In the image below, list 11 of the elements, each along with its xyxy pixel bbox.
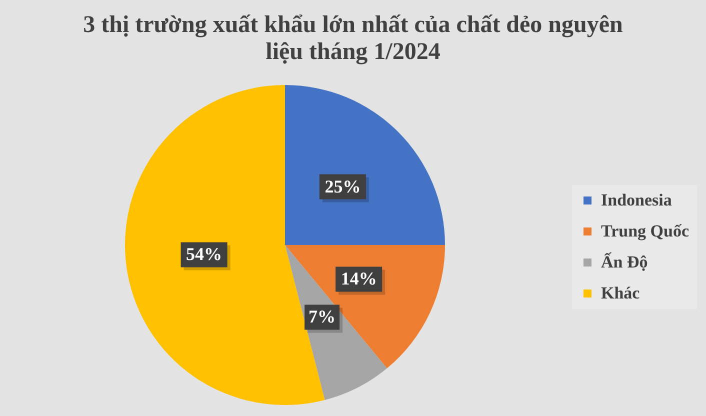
data-label: 7% xyxy=(308,306,336,327)
data-label: 54% xyxy=(186,244,222,264)
legend-label: Indonesia xyxy=(601,190,672,210)
pie-slice xyxy=(285,85,445,245)
legend-label: Trung Quốc xyxy=(601,222,690,240)
data-label: 14% xyxy=(340,268,377,289)
chart-title: 3 thị trường xuất khẩu lớn nhất của chất dẻo nguyên liệu tháng 1/2024 xyxy=(83,12,623,65)
legend-label: Ấn Độ xyxy=(601,252,648,272)
pie-slice xyxy=(285,245,445,368)
data-label: 25% xyxy=(324,176,361,196)
legend-label: Khác xyxy=(601,284,640,302)
